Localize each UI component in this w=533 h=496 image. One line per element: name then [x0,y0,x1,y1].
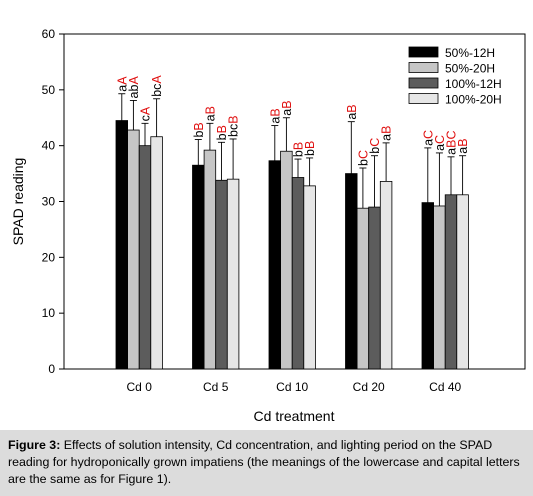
significance-letters: aC [433,135,447,151]
legend-swatch [408,93,439,104]
legend-swatch [408,46,439,58]
bar-50-12h [115,120,129,370]
x-tick-label: Cd 10 [276,380,308,394]
significance-letters: bC [356,150,370,166]
chart-figure: 0 10 20 30 40 50 60 SPAD reading Cd treatment Cd … [10,27,526,424]
significance-letters: cA [139,106,153,121]
bar-50-12h [268,160,282,370]
significance-letters: bB [303,141,317,156]
bar-50-20h [356,207,370,370]
y-tick-label: 50 [42,83,56,97]
bar-50-20h [280,150,293,370]
bar-50-12h [345,173,358,370]
significance-letters: aB [456,138,470,153]
x-tick-label: Cd 0 [127,380,153,394]
bar-100-20h [456,194,469,370]
bar-50-12h [192,164,205,370]
y-tick-label: 30 [42,195,56,209]
bar-100-12h [215,179,228,370]
bar-50-12h [421,202,435,370]
legend-label: 50%-12H [445,46,495,60]
bar-50-20h [203,149,217,370]
significance-letters: aB [268,108,282,123]
y-tick-label: 60 [42,27,56,41]
legend-label: 100%-12H [445,77,502,91]
y-tick-label: 0 [48,362,55,376]
significance-letters: aB [345,104,359,119]
bar-100-12h [138,145,152,370]
caption-text: Effects of solution intensity, Cd concen… [8,438,520,486]
bar-100-20h [150,136,163,370]
y-tick-label: 10 [42,306,56,320]
bar-100-12h [291,177,305,370]
legend-swatch [408,62,439,73]
bar-50-20h [433,205,446,370]
y-axis-title: SPAD reading [10,158,26,246]
significance-letters: bB [292,142,306,157]
significance-letters: bC [368,138,382,154]
y-tick-label: 20 [42,250,56,264]
x-tick-label: Cd 40 [429,380,461,394]
bar-100-20h [226,178,240,370]
bar-100-12h [368,206,381,370]
x-axis-title: Cd treatment [254,408,335,424]
legend-label: 50%-20H [445,62,495,76]
significance-letters: aC [421,130,435,146]
x-tick-label: Cd 20 [353,380,385,394]
caption-label: Figure 3: [8,438,61,452]
bar-100-12h [444,194,458,370]
x-tick-label: Cd 5 [203,380,229,394]
legend-swatch [408,77,439,89]
significance-letters: bB [215,125,229,140]
significance-letters: aB [203,106,217,121]
bar-100-20h [303,185,316,370]
significance-letters: bcA [150,75,164,97]
significance-letters: abA [127,76,141,99]
significance-letters: bcB [227,115,241,137]
bar-50-20h [127,129,140,370]
legend-label: 100%-20H [445,93,502,107]
significance-letters: aBC [445,131,459,155]
significance-letters: bB [192,122,206,137]
figure-caption: Figure 3: Effects of solution intensity,… [0,430,533,496]
chart-canvas: 0 10 20 30 40 50 60 SPAD reading Cd treatment Cd … [10,27,526,424]
significance-letters: aA [115,76,129,92]
significance-letters: aB [380,126,394,141]
significance-letters: aB [280,100,294,115]
y-tick-label: 40 [42,139,56,153]
bar-100-20h [379,180,393,370]
